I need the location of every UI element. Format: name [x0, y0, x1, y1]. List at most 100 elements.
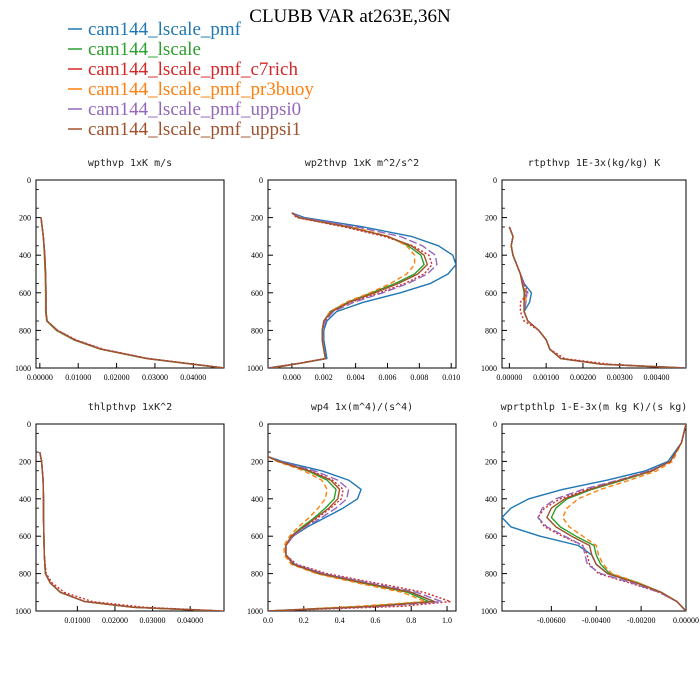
legend: cam144_lscale_pmfcam144_lscalecam144_lsc…: [68, 19, 314, 140]
legend-entry: cam144_lscale: [68, 39, 201, 60]
series-line: [502, 424, 686, 611]
y-tick-label: 800: [19, 326, 31, 335]
series-line: [40, 217, 224, 368]
y-tick-label: 600: [19, 532, 31, 541]
series-line: [508, 226, 683, 368]
legend-label: cam144_lscale_pmf_uppsi0: [88, 99, 301, 120]
series-line: [269, 212, 438, 368]
x-tick-label: -0.00400: [582, 616, 611, 625]
x-tick-label: 0.04000: [177, 616, 203, 625]
series-line: [546, 424, 686, 611]
x-tick-label: 0.010: [442, 373, 460, 382]
series-line: [508, 226, 686, 368]
y-tick-label: 1000: [15, 607, 31, 616]
y-tick-label: 200: [485, 214, 497, 223]
y-tick-label: 800: [485, 326, 497, 335]
series-line: [39, 451, 221, 611]
panel-3: rtpthvp 1E-3x(kg/kg) K020040060080010000…: [481, 158, 687, 382]
legend-label: cam144_lscale_pmf: [88, 19, 242, 40]
y-tick-label: 1000: [481, 607, 497, 616]
x-tick-label: 0.0: [263, 616, 273, 625]
x-tick-label: 0.02000: [102, 616, 128, 625]
panel-2: wp2thvp 1xK m^2/s^2 0 200 400 600 800 1000 0.00…: [247, 158, 460, 382]
series-line: [508, 226, 683, 368]
panel-6: wprtpthlp 1-E-3x(m kg K)/(s kg) 0 200 400 60…: [481, 402, 699, 625]
plot-frame: [35, 179, 225, 369]
legend-entry: cam144_lscale_pmf_uppsi1: [68, 119, 301, 140]
panel-title: rtpthvp 1E-3x(kg/kg) K: [528, 158, 660, 169]
x-tick-label: 0.01000: [65, 373, 91, 382]
legend-entry: cam144_lscale_pmf_uppsi0: [68, 99, 301, 120]
x-tick-label: 0.00200: [570, 373, 596, 382]
x-tick-label: 1.0: [442, 616, 452, 625]
series-line: [39, 451, 221, 611]
plot-frame: [501, 179, 687, 369]
legend-label: cam144_lscale_pmf_uppsi1: [88, 119, 301, 140]
x-tick-label: 0.6: [370, 616, 380, 625]
legend-label: cam144_lscale: [88, 39, 201, 60]
y-tick-label: 200: [19, 457, 31, 466]
y-tick-label: 400: [251, 495, 263, 504]
legend-entry: cam144_lscale_pmf_c7rich: [68, 59, 298, 80]
legend-label: cam144_lscale_pmf_pr3buoy: [88, 79, 314, 100]
y-tick-label: 800: [251, 326, 263, 335]
y-tick-label: 400: [19, 251, 31, 260]
series-line: [40, 217, 224, 368]
y-tick-label: 600: [19, 289, 31, 298]
series-line: [271, 212, 428, 368]
x-tick-label: 0.00300: [607, 373, 633, 382]
x-tick-label: 0.02000: [104, 373, 130, 382]
figure-title: CLUBB VAR at263E,36N: [249, 6, 451, 27]
y-tick-label: 0: [27, 176, 31, 185]
series-line: [508, 226, 686, 368]
y-tick-label: 200: [485, 457, 497, 466]
y-tick-label: 0: [27, 420, 31, 429]
legend-label: cam144_lscale_pmf_c7rich: [88, 59, 298, 80]
legend-entry: cam144_lscale_pmf: [68, 19, 242, 40]
panel-title: wp2thvp 1xK m^2/s^2: [305, 158, 419, 169]
plot-frame: [267, 179, 457, 369]
y-tick-label: 800: [485, 570, 497, 579]
panel-title: wp4 1x(m^4)/(s^4): [311, 402, 413, 413]
series-line: [272, 212, 416, 368]
series-line: [550, 424, 686, 611]
panel-title: wprtpthlp 1-E-3x(m kg K)/(s kg): [501, 402, 688, 413]
series-line: [537, 424, 686, 611]
y-tick-label: 400: [251, 251, 263, 260]
y-tick-label: 1000: [247, 364, 263, 373]
series-line: [537, 424, 686, 611]
x-tick-label: 0.2: [299, 616, 309, 625]
series-line: [268, 456, 436, 611]
series-line: [39, 451, 221, 611]
y-tick-label: 0: [259, 420, 263, 429]
y-tick-label: 0: [493, 420, 497, 429]
series-line: [40, 217, 224, 368]
x-tick-label: -0.00200: [627, 616, 656, 625]
series-line: [561, 424, 686, 611]
x-tick-label: 0.006: [378, 373, 396, 382]
y-tick-label: 0: [259, 176, 263, 185]
series-line: [268, 456, 443, 611]
series-line: [268, 456, 452, 611]
panel-4: thlpthvp 1xK^2 0 200 400 600 800 1000 0.01000 0.…: [15, 402, 225, 625]
y-tick-label: 0: [493, 176, 497, 185]
panel-title: wpthvp 1xK m/s: [88, 158, 172, 169]
x-tick-label: 0.01000: [64, 616, 90, 625]
y-tick-label: 400: [19, 495, 31, 504]
y-tick-label: 200: [19, 214, 31, 223]
series-line: [39, 451, 221, 611]
series-line: [39, 451, 221, 611]
series-line: [39, 451, 224, 611]
panel-title: thlpthvp 1xK^2: [88, 402, 172, 413]
series-line: [508, 226, 683, 368]
y-tick-label: 800: [19, 570, 31, 579]
x-tick-label: 0.03000: [140, 616, 166, 625]
series-line: [268, 212, 433, 368]
y-tick-label: 200: [251, 457, 263, 466]
x-tick-label: 0.004: [347, 373, 365, 382]
x-tick-label: 0.00000: [496, 373, 522, 382]
y-tick-label: 400: [485, 495, 497, 504]
